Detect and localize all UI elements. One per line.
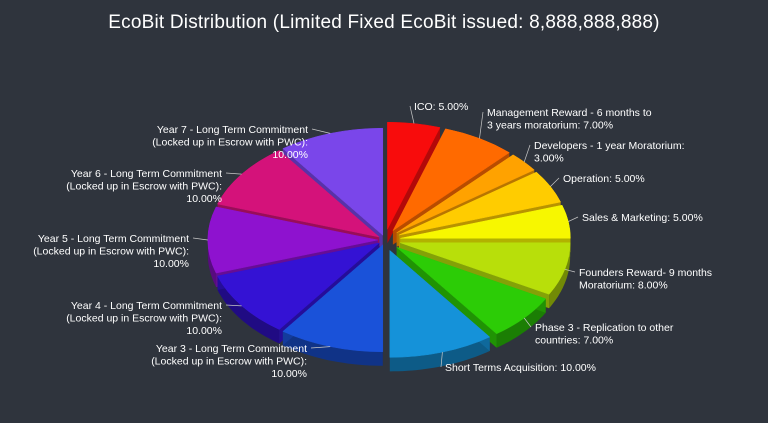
slice-label: Management Reward - 6 months to 3 years m… xyxy=(487,107,652,132)
slice-label-line: 3.00% xyxy=(534,153,564,165)
leader-line xyxy=(225,304,242,307)
leader-line xyxy=(568,216,579,222)
slice-label-line: Moratorium: 8.00% xyxy=(579,280,668,292)
slice-label-line: 3 years moratorium: 7.00% xyxy=(487,120,613,132)
slice-label: Year 5 - Long Term Commitment (Locked up … xyxy=(33,233,189,270)
slice-label-line: (Locked up in Escrow with PWC): xyxy=(66,313,222,325)
slice-label-line: Year 3 - Long Term Commitment xyxy=(156,343,307,355)
slice-top xyxy=(217,150,381,238)
slice-label: Year 3 - Long Term Commitment (Locked up … xyxy=(151,343,307,380)
slice-label-line: Management Reward - 6 months to xyxy=(487,107,652,119)
slice-top xyxy=(398,171,561,236)
slice-top xyxy=(392,128,510,231)
slice-label-line: Year 6 - Long Term Commitment xyxy=(71,168,222,180)
slice-top xyxy=(400,242,571,295)
slice-top xyxy=(396,154,535,234)
slice-label: Year 7 - Long Term Commitment (Locked up … xyxy=(152,124,308,161)
slice-side xyxy=(282,331,383,366)
leader-line xyxy=(311,128,331,134)
slice-label: Short Terms Acquisition: 10.00% xyxy=(445,362,596,374)
slice-label-line: 10.00% xyxy=(153,258,189,270)
slice-label: Phase 3 - Replication to other countries:… xyxy=(535,322,674,347)
slice-label-line: Phase 3 - Replication to other xyxy=(535,322,674,334)
leader-line xyxy=(310,346,331,349)
slice-side xyxy=(217,276,280,344)
leader-line xyxy=(523,317,532,328)
slice-labels: ICO: 5.00% Management Reward - 6 months t… xyxy=(33,101,712,380)
leader-line xyxy=(409,105,415,124)
slice-label-line: Year 4 - Long Term Commitment xyxy=(71,300,222,312)
pie-slices xyxy=(207,121,571,372)
slice-side xyxy=(389,337,490,372)
leader-line xyxy=(225,172,242,175)
slice-label: Year 6 - Long Term Commitment (Locked up … xyxy=(66,168,222,205)
slice-label-line: 10.00% xyxy=(271,368,307,380)
slice-label: Year 4 - Long Term Commitment (Locked up … xyxy=(66,300,222,337)
slice-label-line: 10.00% xyxy=(272,149,308,161)
slice-label: Sales & Marketing: 5.00% xyxy=(582,212,703,224)
leader-line xyxy=(192,237,208,241)
slice-label-line: 10.00% xyxy=(186,193,222,205)
slice-label-line: (Locked up in Escrow with PWC): xyxy=(152,137,308,149)
slice-top xyxy=(400,204,571,239)
slice-top xyxy=(396,246,547,335)
slice-label-line: countries: 7.00% xyxy=(535,335,613,347)
leader-line xyxy=(550,177,560,187)
pie-slice xyxy=(387,121,441,244)
slice-label-line: Year 5 - Long Term Commitment xyxy=(38,233,189,245)
slice-label-line: (Locked up in Escrow with PWC): xyxy=(151,356,307,368)
slice-top xyxy=(282,127,384,236)
slice-top xyxy=(282,244,384,353)
leader-line xyxy=(523,144,531,163)
leader-line xyxy=(564,268,576,273)
slice-label-line: Developers - 1 year Moratorium: xyxy=(534,140,685,152)
slice-label: ICO: 5.00% xyxy=(414,101,468,113)
slice-label-line: (Locked up in Escrow with PWC): xyxy=(66,181,222,193)
slice-label-line: Year 7 - Long Term Commitment xyxy=(157,124,308,136)
slice-label-line: Short Terms Acquisition: 10.00% xyxy=(445,362,596,374)
slice-label-line: Operation: 5.00% xyxy=(563,173,645,185)
slice-label-line: Sales & Marketing: 5.00% xyxy=(582,212,703,224)
slice-top xyxy=(387,121,441,230)
slice-label: Developers - 1 year Moratorium: 3.00% xyxy=(534,140,685,165)
pie-slice xyxy=(282,244,384,366)
pie-slice xyxy=(389,249,491,372)
leader-line xyxy=(440,352,443,368)
slice-label-line: ICO: 5.00% xyxy=(414,101,468,113)
slice-label-line: Founders Reward- 9 months xyxy=(579,267,712,279)
leader-line xyxy=(479,111,484,139)
slice-label: Founders Reward- 9 months Moratorium: 8.0… xyxy=(579,267,712,292)
slice-label-line: (Locked up in Escrow with PWC): xyxy=(33,246,189,258)
slice-wall xyxy=(387,127,440,244)
slice-top xyxy=(217,242,381,330)
slice-label-line: 10.00% xyxy=(186,325,222,337)
slice-side xyxy=(549,242,571,309)
chart-title: EcoBit Distribution (Limited Fixed EcoBi… xyxy=(108,12,660,33)
slice-label: Operation: 5.00% xyxy=(563,173,645,185)
